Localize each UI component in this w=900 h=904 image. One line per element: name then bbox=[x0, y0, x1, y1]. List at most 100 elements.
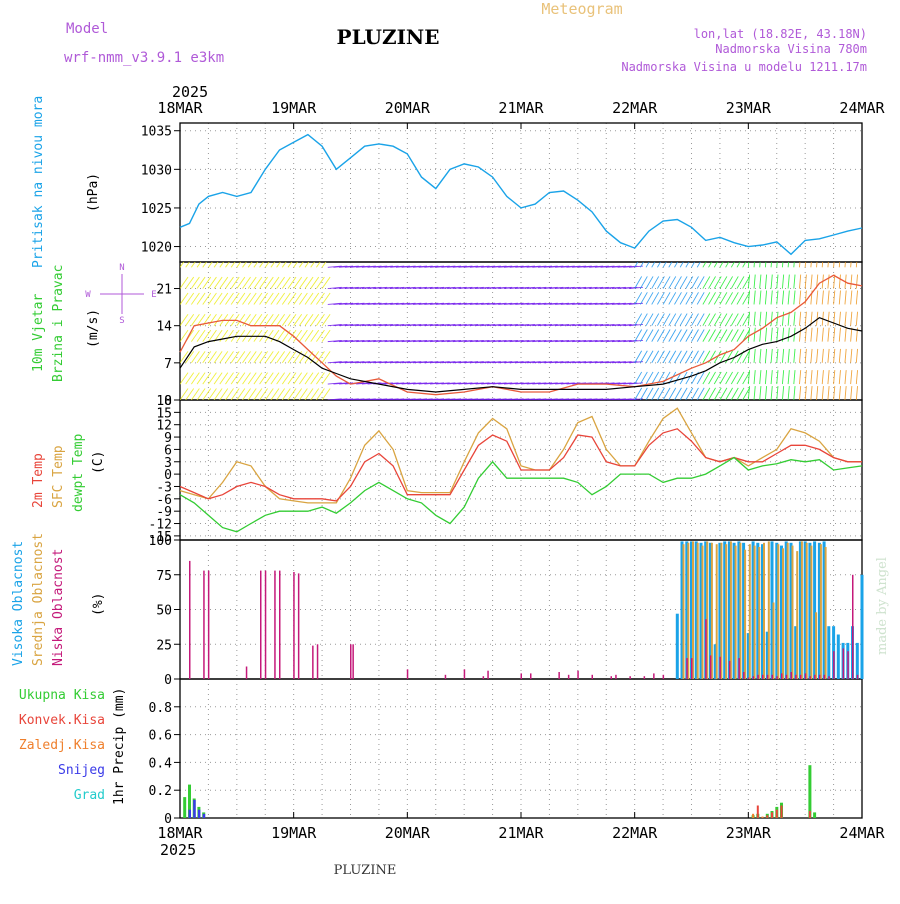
mid-cloud-bar bbox=[824, 547, 827, 679]
wind-barb bbox=[526, 302, 541, 305]
wind-barb bbox=[719, 262, 724, 268]
wind-barb bbox=[747, 386, 751, 400]
wind-barb bbox=[855, 311, 858, 326]
wind-barb bbox=[242, 372, 251, 385]
wind-barb bbox=[458, 339, 473, 343]
wind-barb bbox=[543, 324, 558, 327]
wind-barb bbox=[827, 327, 830, 342]
high-cloud-bar bbox=[770, 541, 774, 679]
wind-barb bbox=[407, 286, 422, 289]
wind-barb bbox=[589, 361, 604, 364]
wind-barb bbox=[259, 372, 268, 385]
compass-south-label: S bbox=[119, 316, 124, 326]
clouds-ytick-label: 50 bbox=[156, 604, 172, 619]
wind-barb bbox=[230, 329, 240, 342]
snow-bar bbox=[197, 809, 201, 818]
wind-barb bbox=[242, 292, 251, 305]
legend-total-rain: Ukupna Kisa bbox=[19, 688, 105, 703]
wind-barb bbox=[634, 276, 643, 289]
bottom-date-label: 24MAR bbox=[839, 824, 885, 842]
wind-barb bbox=[287, 388, 297, 400]
wind-barb bbox=[498, 339, 513, 343]
wind-barb bbox=[304, 372, 314, 385]
wind-barb bbox=[538, 361, 553, 364]
wind-barb bbox=[509, 361, 524, 364]
wind-barb bbox=[316, 351, 325, 364]
wind-barb bbox=[577, 339, 592, 343]
wind-barb bbox=[549, 286, 564, 289]
wind-barb bbox=[247, 292, 257, 305]
wind-barb bbox=[180, 351, 189, 364]
wind-barb bbox=[606, 339, 621, 343]
temp-ylabel2: SFC Temp bbox=[51, 445, 66, 508]
wind-barb bbox=[753, 290, 756, 305]
pressure-ylabel: Pritisak na nivou mora bbox=[31, 96, 46, 268]
wind-barb bbox=[583, 339, 598, 343]
wind-barb bbox=[799, 370, 802, 385]
wind-barb bbox=[407, 382, 422, 385]
wind-barb bbox=[736, 371, 745, 385]
wind-barb bbox=[509, 324, 524, 327]
wind-barb bbox=[827, 348, 830, 363]
wind-barb bbox=[855, 274, 858, 289]
wind-barb bbox=[827, 274, 830, 289]
wind-barb bbox=[321, 276, 331, 289]
wind-barb bbox=[503, 324, 518, 327]
wind-barb bbox=[708, 387, 716, 400]
wind-barb bbox=[617, 286, 632, 289]
wind-barb bbox=[264, 372, 274, 385]
wind-barbs bbox=[180, 262, 858, 400]
wind-barb bbox=[696, 371, 705, 385]
wind-barb bbox=[384, 265, 399, 268]
wind-barb bbox=[373, 265, 388, 268]
wind-barb bbox=[810, 262, 812, 268]
temperature-ytick-label: 6 bbox=[164, 443, 172, 458]
high-cloud-bar bbox=[855, 642, 859, 679]
wind-barb bbox=[730, 313, 739, 326]
wind-barb bbox=[492, 265, 507, 268]
low-cloud-bar bbox=[738, 658, 740, 679]
wind-barb bbox=[651, 371, 660, 385]
wind-barb bbox=[594, 339, 609, 343]
low-cloud-bar bbox=[444, 674, 447, 679]
wind-barb bbox=[435, 302, 450, 305]
top-date-label: 24MAR bbox=[839, 99, 885, 117]
wind-barb bbox=[639, 387, 648, 400]
wind-barb bbox=[764, 327, 768, 342]
low-cloud-bar bbox=[577, 670, 579, 679]
wind-barb bbox=[776, 290, 779, 305]
wind-barb bbox=[662, 276, 671, 289]
wind-barb bbox=[838, 386, 841, 400]
wind-barb bbox=[458, 302, 473, 305]
wind-barb bbox=[662, 262, 667, 268]
wind-barb bbox=[418, 398, 433, 400]
wind-barb bbox=[594, 398, 609, 400]
legend-conv-rain: Konvek.Kisa bbox=[19, 713, 105, 728]
wind-barb bbox=[691, 262, 696, 268]
wind-barb bbox=[543, 382, 558, 385]
wind-barb bbox=[259, 276, 268, 289]
wind-barb bbox=[526, 398, 541, 400]
wind-barb bbox=[719, 313, 728, 326]
wind-barb bbox=[481, 265, 496, 268]
wind-barb bbox=[816, 262, 818, 268]
wind-barb bbox=[180, 276, 189, 289]
low-cloud-bar bbox=[709, 655, 712, 679]
wind-barb bbox=[430, 382, 445, 385]
wind-barb bbox=[515, 286, 530, 289]
wind-barb bbox=[708, 276, 716, 289]
wind-barb bbox=[662, 329, 671, 342]
high-cloud-bar bbox=[817, 542, 821, 679]
wind-barb bbox=[435, 382, 450, 385]
wind-barb bbox=[747, 274, 751, 289]
wind-barb bbox=[702, 371, 711, 385]
low-cloud-bar bbox=[728, 660, 731, 679]
wind-barb bbox=[589, 398, 604, 400]
mid-cloud-bar bbox=[758, 547, 761, 679]
wind-barb bbox=[520, 324, 535, 327]
wind-barb bbox=[264, 276, 274, 289]
wind-barb bbox=[458, 382, 473, 385]
wind-barb bbox=[259, 262, 264, 268]
wind-barb bbox=[679, 387, 688, 400]
